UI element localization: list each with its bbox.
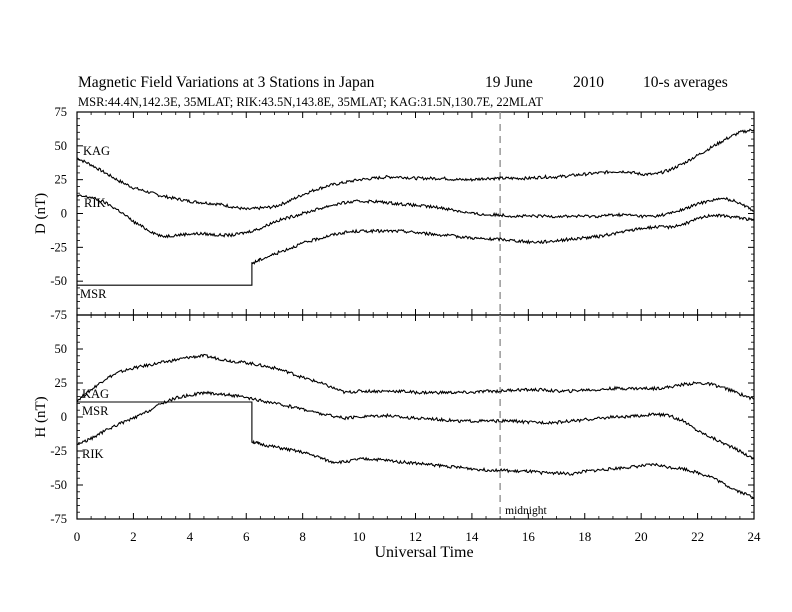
x-tick-label: 12 bbox=[409, 529, 422, 544]
y-tick-label-d: 50 bbox=[55, 139, 68, 153]
series-line-d-kag bbox=[76, 128, 755, 211]
midnight-annotation: midnight bbox=[505, 505, 547, 517]
series-label-h-rik: RIK bbox=[82, 447, 104, 461]
x-tick-label: 6 bbox=[243, 529, 250, 544]
x-tick-label: 14 bbox=[465, 529, 479, 544]
y-tick-label-d: 25 bbox=[55, 173, 68, 187]
y-tick-label-d: -75 bbox=[50, 308, 67, 322]
series-label-h-kag: KAG bbox=[82, 387, 109, 401]
x-tick-label: 2 bbox=[130, 529, 137, 544]
y-tick-label-h: -75 bbox=[50, 512, 67, 526]
x-tick-label: 8 bbox=[299, 529, 306, 544]
y-tick-label-d: 75 bbox=[55, 105, 68, 119]
y-tick-label-d: -50 bbox=[50, 274, 67, 288]
chart-title: Magnetic Field Variations at 3 Stations … bbox=[78, 74, 375, 91]
chart-date-year: 2010 bbox=[573, 74, 604, 91]
series-label-d-rik: RIK bbox=[84, 196, 106, 210]
y-axis-label-d: D (nT) bbox=[33, 193, 49, 234]
y-tick-label-h: 25 bbox=[55, 376, 68, 390]
x-tick-label: 16 bbox=[522, 529, 536, 544]
panel-h-frame bbox=[76, 314, 755, 520]
series-line-h-kag bbox=[76, 353, 755, 403]
station-coordinates-subtitle: MSR:44.4N,142.3E, 35MLAT; RIK:43.5N,143.… bbox=[78, 95, 543, 109]
series-line-h-msr bbox=[77, 401, 755, 499]
y-tick-label-d: 0 bbox=[61, 207, 67, 221]
x-tick-label: 22 bbox=[691, 529, 704, 544]
series-line-d-rik bbox=[76, 194, 755, 239]
x-tick-label: 18 bbox=[578, 529, 591, 544]
y-tick-label-d: -25 bbox=[50, 240, 67, 254]
chart-averaging: 10-s averages bbox=[643, 74, 728, 91]
series-line-d-msr bbox=[77, 213, 755, 286]
series-label-d-msr: MSR bbox=[80, 287, 107, 301]
x-tick-label: 10 bbox=[353, 529, 366, 544]
y-axis-label-h: H (nT) bbox=[33, 396, 49, 437]
panel-d-frame bbox=[76, 111, 755, 316]
chart-date-day: 19 June bbox=[485, 74, 533, 91]
series-line-h-rik bbox=[76, 390, 755, 460]
x-axis-label: Universal Time bbox=[374, 544, 473, 561]
y-tick-label-h: 50 bbox=[55, 342, 68, 356]
x-tick-label: 0 bbox=[74, 529, 81, 544]
series-label-d-kag: KAG bbox=[83, 144, 110, 158]
y-tick-label-h: 0 bbox=[61, 410, 67, 424]
x-tick-label: 24 bbox=[748, 529, 762, 544]
y-tick-label-h: -50 bbox=[50, 478, 67, 492]
x-tick-label: 4 bbox=[187, 529, 194, 544]
series-label-h-msr: MSR bbox=[82, 404, 109, 418]
x-tick-label: 20 bbox=[635, 529, 648, 544]
y-tick-label-h: -25 bbox=[50, 444, 67, 458]
